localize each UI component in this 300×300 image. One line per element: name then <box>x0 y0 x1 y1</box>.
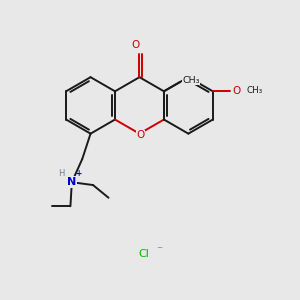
Text: Cl: Cl <box>139 249 149 259</box>
Text: CH₃: CH₃ <box>246 86 262 95</box>
Text: O: O <box>137 130 145 140</box>
Text: ⁻: ⁻ <box>156 244 162 258</box>
Text: +: + <box>75 169 82 178</box>
Text: CH₃: CH₃ <box>182 76 200 85</box>
Text: N: N <box>67 177 76 187</box>
Text: O: O <box>232 86 240 96</box>
Text: O: O <box>131 40 139 50</box>
Text: H: H <box>58 169 64 178</box>
